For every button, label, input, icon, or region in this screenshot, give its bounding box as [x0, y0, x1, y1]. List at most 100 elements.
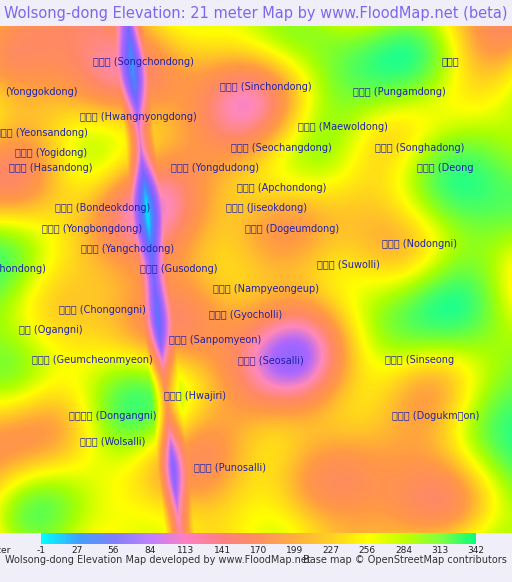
Bar	[174, 533, 175, 544]
Text: 송초동 (Songchondong): 송초동 (Songchondong)	[93, 56, 194, 66]
Bar	[413, 533, 415, 544]
Bar	[110, 533, 112, 544]
Text: Wolsong-dong Elevation: 21 meter Map by www.FloodMap.net (beta): Wolsong-dong Elevation: 21 meter Map by …	[4, 6, 508, 20]
Bar	[148, 533, 150, 544]
Bar	[135, 533, 137, 544]
Text: 덕나동 (Deong: 덕나동 (Deong	[417, 163, 474, 173]
Bar	[429, 533, 431, 544]
Bar	[259, 533, 261, 544]
Bar	[97, 533, 99, 544]
Bar	[208, 533, 209, 544]
Bar	[188, 533, 189, 544]
Bar	[246, 533, 248, 544]
Text: 폰산리 (Punosalli): 폰산리 (Punosalli)	[195, 462, 266, 471]
Bar	[318, 533, 320, 544]
Bar	[87, 533, 88, 544]
Bar	[342, 533, 344, 544]
Bar	[168, 533, 169, 544]
Bar	[465, 533, 467, 544]
Bar	[48, 533, 50, 544]
Bar	[189, 533, 191, 544]
Bar	[409, 533, 411, 544]
Text: 교초리 (Gyocholli): 교초리 (Gyocholli)	[209, 310, 283, 320]
Bar	[157, 533, 159, 544]
Text: Base map © OpenStreetMap contributors: Base map © OpenStreetMap contributors	[303, 555, 507, 565]
Bar	[340, 533, 342, 544]
Bar	[403, 533, 406, 544]
Text: 170: 170	[250, 546, 267, 555]
Text: 산포면 (Sanpomyeon): 산포면 (Sanpomyeon)	[169, 335, 261, 345]
Bar	[152, 533, 154, 544]
Bar	[348, 533, 349, 544]
Text: 256: 256	[359, 546, 376, 555]
Bar	[322, 533, 324, 544]
Bar	[449, 533, 451, 544]
Bar	[431, 533, 433, 544]
Bar	[415, 533, 416, 544]
Bar	[276, 533, 279, 544]
Bar	[150, 533, 152, 544]
Bar	[275, 533, 276, 544]
Bar	[455, 533, 456, 544]
Bar	[371, 533, 373, 544]
Bar	[222, 533, 224, 544]
Bar	[211, 533, 213, 544]
Bar	[375, 533, 376, 544]
Bar	[281, 533, 282, 544]
Bar	[358, 533, 360, 544]
Bar	[333, 533, 335, 544]
Text: 용봉동 (Yongbongdong): 용봉동 (Yongbongdong)	[42, 223, 142, 234]
Bar	[279, 533, 281, 544]
Bar	[155, 533, 157, 544]
Bar	[99, 533, 101, 544]
Bar	[331, 533, 333, 544]
Bar	[172, 533, 174, 544]
Bar	[451, 533, 453, 544]
Bar	[433, 533, 435, 544]
Bar	[389, 533, 391, 544]
Bar	[418, 533, 420, 544]
Bar	[184, 533, 186, 544]
Bar	[266, 533, 268, 544]
Bar	[112, 533, 114, 544]
Bar	[315, 533, 316, 544]
Bar	[367, 533, 369, 544]
Bar	[130, 533, 132, 544]
Bar	[62, 533, 65, 544]
Bar	[175, 533, 177, 544]
Bar	[239, 533, 241, 544]
Bar	[221, 533, 222, 544]
Bar	[349, 533, 351, 544]
Text: 227: 227	[323, 546, 339, 555]
Bar	[50, 533, 52, 544]
Bar	[302, 533, 304, 544]
Text: 27: 27	[72, 546, 83, 555]
Bar	[268, 533, 269, 544]
Bar	[271, 533, 273, 544]
Bar	[244, 533, 246, 544]
Bar	[460, 533, 462, 544]
Text: 구소동 (Gusodong): 구소동 (Gusodong)	[140, 264, 218, 274]
Bar	[177, 533, 179, 544]
Bar	[438, 533, 440, 544]
Bar	[427, 533, 429, 544]
Text: 342: 342	[467, 546, 485, 555]
Bar	[179, 533, 181, 544]
Bar	[360, 533, 362, 544]
Bar	[423, 533, 425, 544]
Text: 압초동 (Apchondong): 압초동 (Apchondong)	[237, 183, 326, 193]
Bar	[440, 533, 442, 544]
Text: 노를리 (Nodongni): 노를리 (Nodongni)	[382, 239, 457, 249]
Bar	[82, 533, 84, 544]
Bar	[447, 533, 449, 544]
Bar	[61, 533, 62, 544]
Bar	[55, 533, 57, 544]
Bar	[224, 533, 226, 544]
Text: 141: 141	[214, 546, 231, 555]
Bar	[206, 533, 208, 544]
Bar	[391, 533, 393, 544]
Bar	[382, 533, 383, 544]
Bar	[169, 533, 172, 544]
Bar	[41, 533, 43, 544]
Bar	[249, 533, 251, 544]
